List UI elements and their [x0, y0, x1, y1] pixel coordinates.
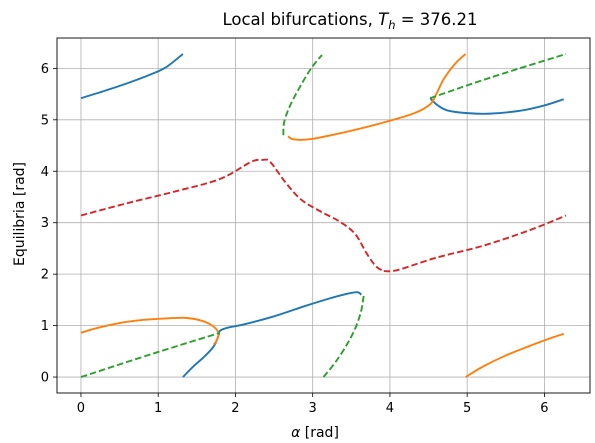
chart-title: Local bifurcations, Th = 376.21 [222, 10, 477, 32]
y-axis-label: Equilibria [rad] [12, 162, 28, 266]
x-tick-label: 5 [463, 401, 471, 416]
y-tick-label: 3 [41, 216, 49, 231]
y-tick-label: 2 [41, 268, 49, 283]
x-axis-label: α [rad] [291, 425, 339, 441]
y-tick-label: 0 [41, 371, 49, 386]
chart-title-suffix: = 376.21 [395, 10, 477, 29]
y-tick-label: 5 [41, 113, 49, 128]
y-tick-label: 4 [41, 165, 49, 180]
x-tick-label: 3 [309, 401, 317, 416]
x-tick-label: 6 [540, 401, 548, 416]
chart-title-subscript: h [388, 18, 395, 32]
x-tick-label: 1 [154, 401, 162, 416]
x-tick-label: 2 [231, 401, 239, 416]
chart-title-prefix: Local bifurcations, [222, 10, 378, 29]
y-tick-label: 6 [41, 62, 49, 77]
x-axis-label-unit: [rad] [300, 425, 339, 441]
y-tick-label: 1 [41, 319, 49, 334]
x-tick-label: 4 [386, 401, 394, 416]
x-tick-label: 0 [77, 401, 85, 416]
